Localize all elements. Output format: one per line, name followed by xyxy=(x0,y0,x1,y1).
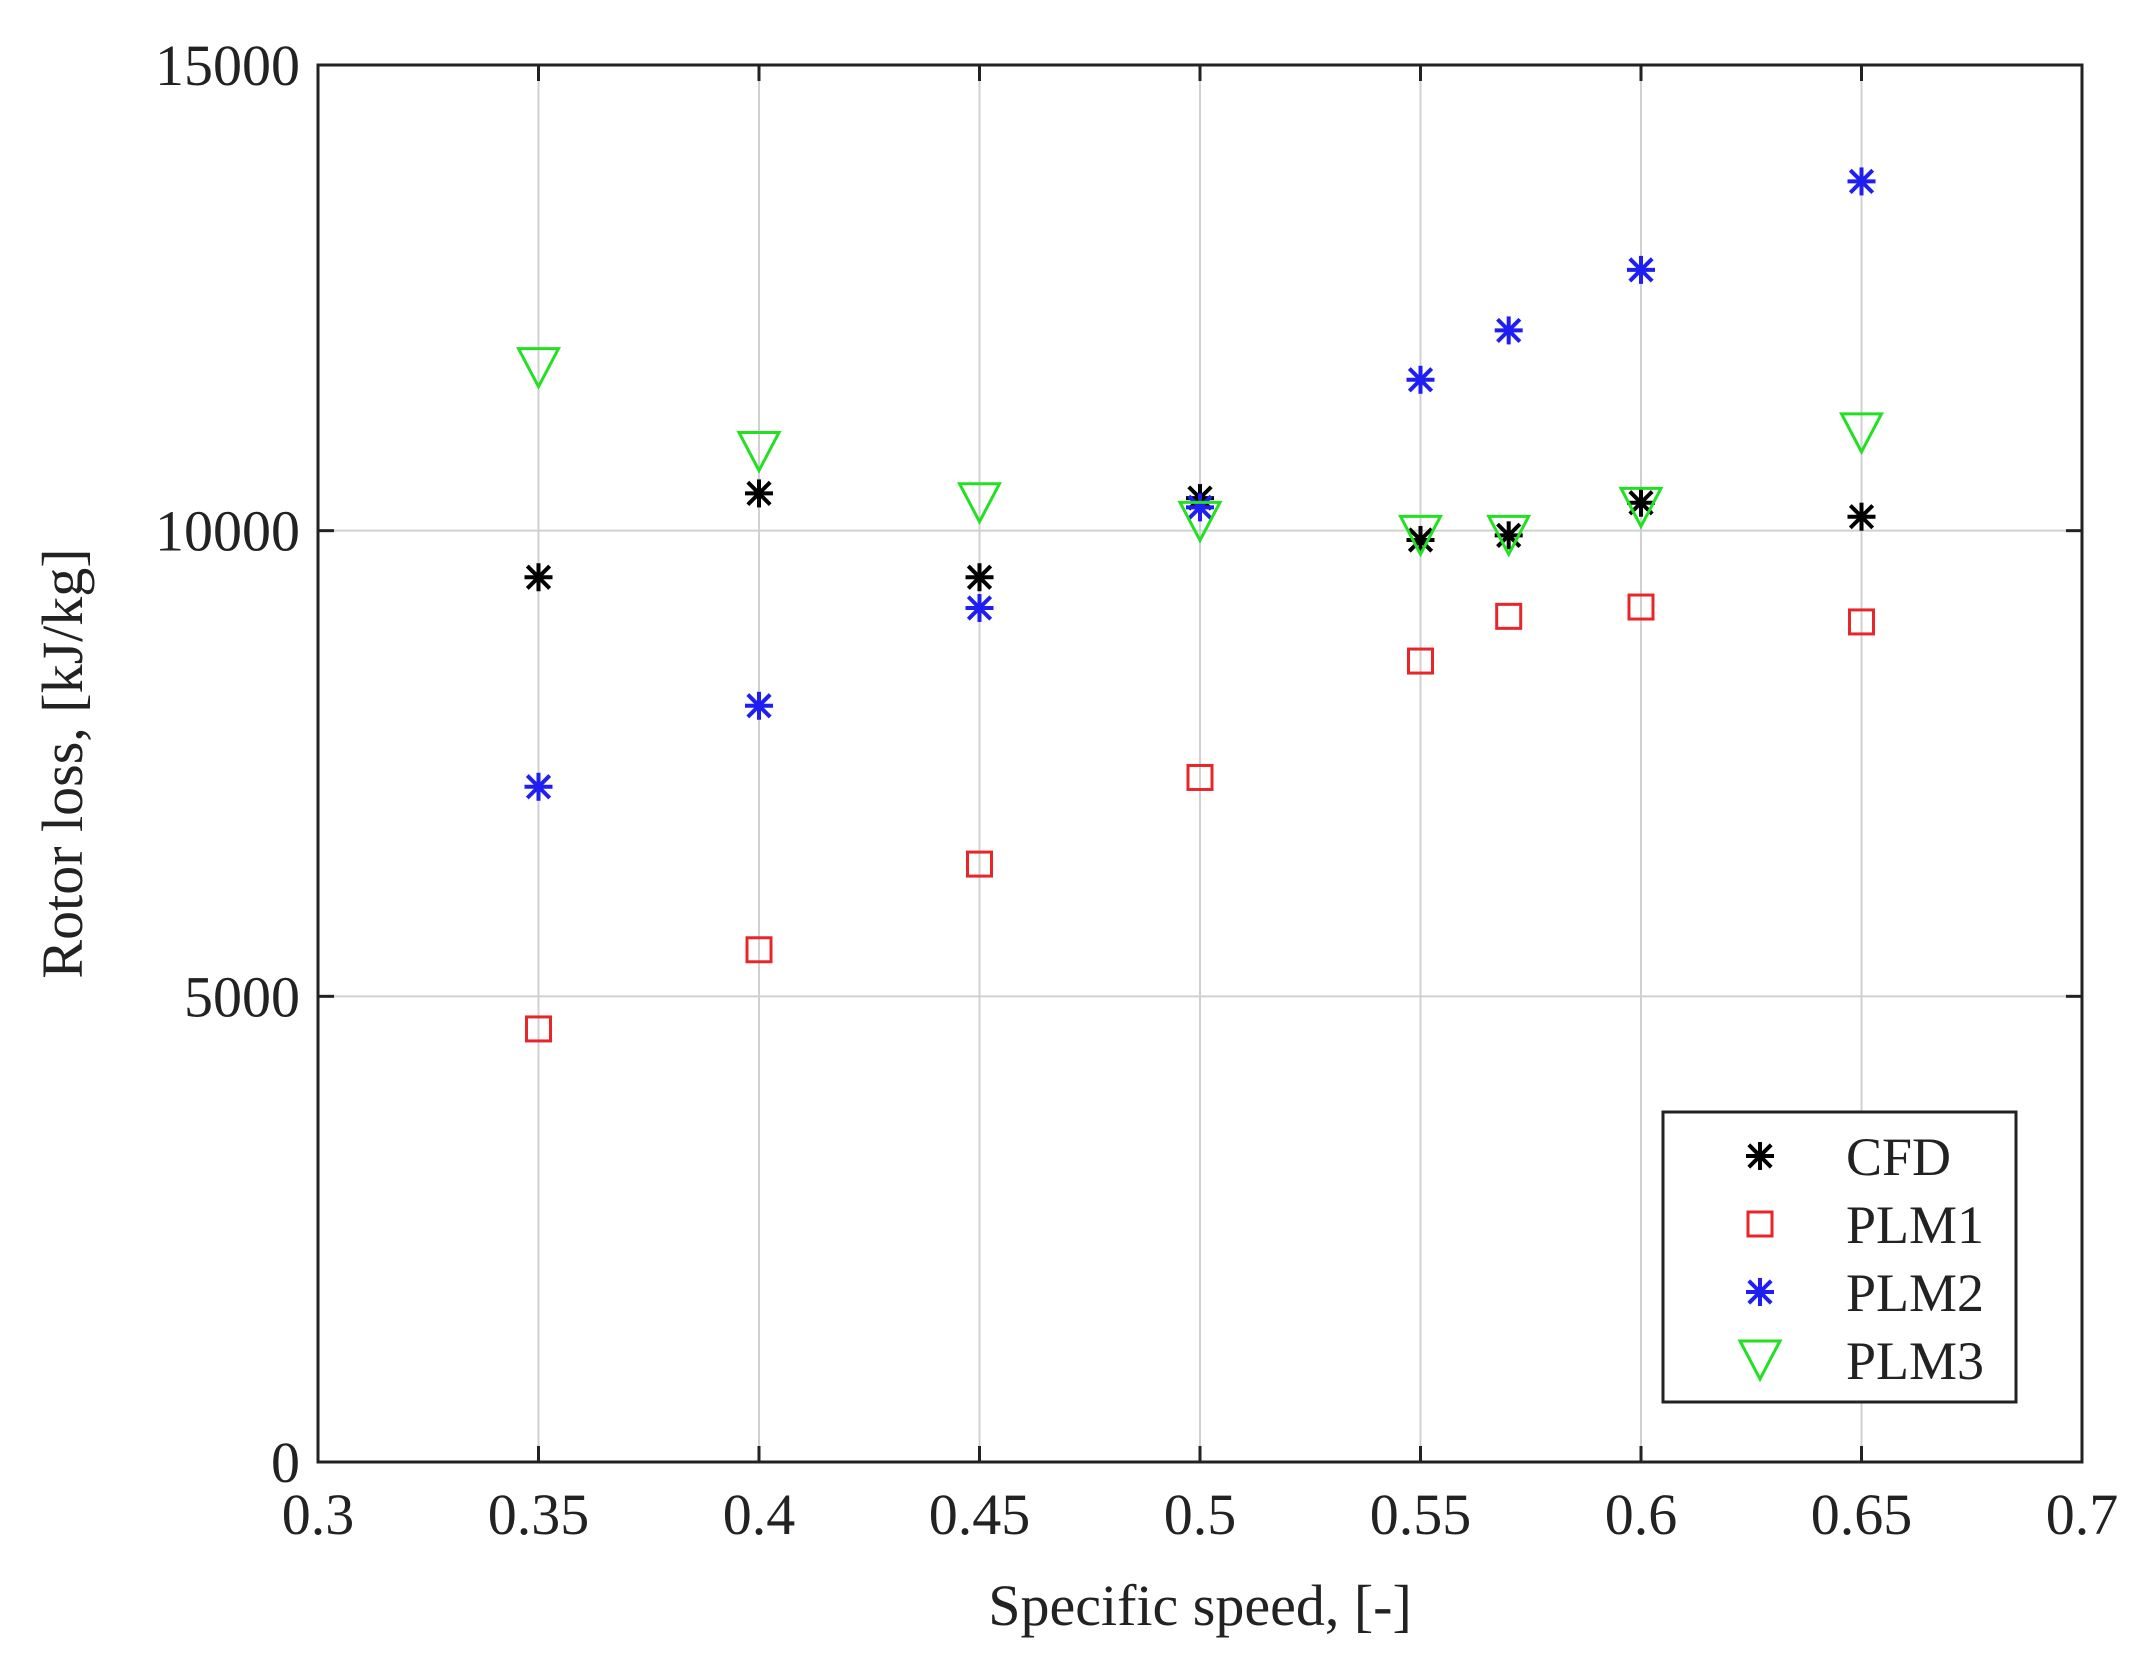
plm1-point xyxy=(525,1015,552,1043)
plm3-point xyxy=(1177,500,1223,544)
plm1-point xyxy=(1407,647,1434,675)
x-tick-label: 0.55 xyxy=(1370,1482,1472,1547)
x-tick-label: 0.5 xyxy=(1164,1482,1237,1547)
plm3-point xyxy=(1398,514,1443,558)
plm2-point xyxy=(1494,316,1523,345)
plm1-point xyxy=(1186,763,1214,791)
x-tick-label: 0.7 xyxy=(2046,1482,2119,1547)
plm3-point xyxy=(1486,514,1532,558)
plm1-point xyxy=(1848,608,1875,636)
plm2-point xyxy=(524,772,553,801)
plm1-point xyxy=(745,936,773,964)
x-tick-label: 0.4 xyxy=(723,1482,796,1547)
legend-item-plm2: PLM2 xyxy=(1746,1263,1984,1323)
cfd-point xyxy=(1847,502,1876,531)
series-plm3 xyxy=(516,347,1884,558)
legend: CFD PLM1 PLM2 PLM3 xyxy=(1661,1110,2018,1404)
y-axis-title: Rotor loss, [kJ/kg] xyxy=(30,548,95,978)
legend-marker-plm1 xyxy=(1746,1210,1774,1238)
cfd-point xyxy=(745,479,773,508)
y-tick-label: 10000 xyxy=(155,499,300,564)
cfd-point xyxy=(1627,488,1655,517)
plm3-point xyxy=(736,431,782,474)
plm2-point xyxy=(965,593,994,622)
plm2-point xyxy=(745,691,773,720)
x-tick-label: 0.65 xyxy=(1811,1482,1913,1547)
x-tick-label: 0.45 xyxy=(929,1482,1031,1547)
legend-box xyxy=(1661,1110,2018,1404)
x-axis-title: Specific speed, [-] xyxy=(988,1573,1412,1638)
legend-label: PLM2 xyxy=(1846,1263,1984,1323)
plm3-point xyxy=(516,347,561,390)
x-tick-label: 0.3 xyxy=(282,1482,355,1547)
legend-label: PLM3 xyxy=(1846,1331,1984,1391)
plm3-point xyxy=(1618,486,1664,530)
plm2-point xyxy=(1186,493,1214,522)
y-tick-label: 15000 xyxy=(155,33,300,98)
legend-marker-cfd xyxy=(1746,1142,1774,1170)
plm2-point xyxy=(1847,167,1876,196)
plm3-point xyxy=(957,482,1002,525)
plm1-point xyxy=(1627,593,1655,621)
series-plm1 xyxy=(525,593,1875,1043)
data-points xyxy=(516,167,1884,1043)
x-tick-label: 0.35 xyxy=(488,1482,590,1547)
y-tick-label: 0 xyxy=(271,1430,300,1495)
plm1-point xyxy=(1495,602,1523,630)
plm2-point xyxy=(1406,365,1435,394)
plm1-point xyxy=(966,850,993,878)
legend-item-cfd: CFD xyxy=(1746,1127,1951,1187)
legend-label: CFD xyxy=(1846,1127,1951,1187)
cfd-point xyxy=(524,563,553,592)
y-tick-label: 5000 xyxy=(184,964,300,1029)
x-tick-labels: 0.3 0.35 0.4 0.45 0.5 0.55 0.6 0.65 0.7 xyxy=(282,1482,2119,1547)
legend-marker-plm2 xyxy=(1746,1278,1774,1306)
cfd-point xyxy=(1406,525,1435,554)
x-tick-label: 0.6 xyxy=(1605,1482,1678,1547)
plm3-point xyxy=(1839,412,1884,456)
cfd-point xyxy=(965,563,994,592)
legend-label: PLM1 xyxy=(1846,1195,1984,1255)
legend-marker-plm3 xyxy=(1737,1339,1783,1383)
legend-item-plm1: PLM1 xyxy=(1746,1195,1984,1255)
legend-item-plm3: PLM3 xyxy=(1737,1331,1984,1391)
plm2-point xyxy=(1627,255,1655,284)
series-plm2 xyxy=(524,167,1876,801)
plot-frame xyxy=(316,63,2084,1464)
y-tick-labels: 0 5000 10000 15000 xyxy=(155,33,300,1495)
series-cfd xyxy=(524,479,1876,592)
